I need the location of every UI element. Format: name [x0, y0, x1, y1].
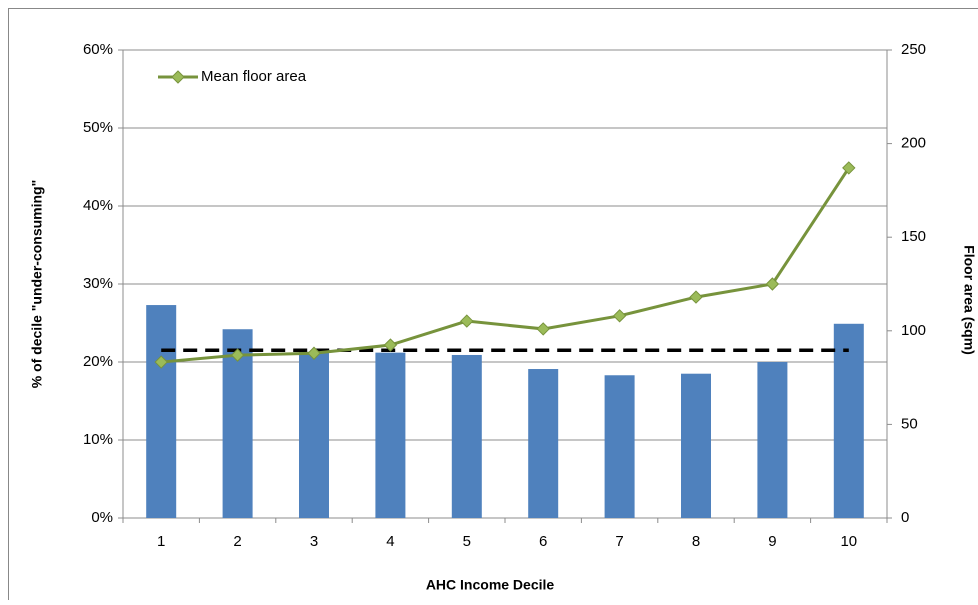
bar [528, 369, 558, 518]
x-tick-label: 2 [233, 533, 241, 550]
y-tick-label: 20% [83, 353, 113, 370]
y-tick-label: 40% [83, 197, 113, 214]
y2-tick-label: 250 [901, 41, 926, 58]
y2-tick-label: 50 [901, 415, 918, 432]
x-axis-label: AHC Income Decile [426, 577, 555, 593]
y-tick-label: 0% [91, 509, 113, 526]
bar [452, 355, 482, 518]
y-tick-label: 10% [83, 431, 113, 448]
x-tick-label: 5 [463, 533, 471, 550]
bar [375, 353, 405, 518]
y-tick-label: 50% [83, 119, 113, 136]
y2-tick-label: 150 [901, 228, 926, 245]
x-tick-label: 3 [310, 533, 318, 550]
y2-tick-label: 100 [901, 322, 926, 339]
x-tick-label: 7 [615, 533, 623, 550]
bar [834, 324, 864, 518]
bar [757, 362, 787, 518]
bar [681, 374, 711, 518]
x-tick-label: 1 [157, 533, 165, 550]
y2-tick-label: 200 [901, 135, 926, 152]
bar [146, 305, 176, 518]
y2-tick-label: 0 [901, 509, 909, 526]
y-tick-label: 30% [83, 275, 113, 292]
x-tick-label: 9 [768, 533, 776, 550]
x-tick-label: 10 [840, 533, 857, 550]
y-axis-label: % of decile "under-consuming" [29, 180, 45, 389]
x-tick-label: 6 [539, 533, 547, 550]
y-tick-label: 60% [83, 41, 113, 58]
x-tick-label: 8 [692, 533, 700, 550]
bar [605, 375, 635, 518]
x-tick-label: 4 [386, 533, 394, 550]
y2-axis-label: Floor area (sqm) [961, 245, 977, 355]
legend-label: Mean floor area [201, 68, 307, 85]
bar [299, 352, 329, 518]
